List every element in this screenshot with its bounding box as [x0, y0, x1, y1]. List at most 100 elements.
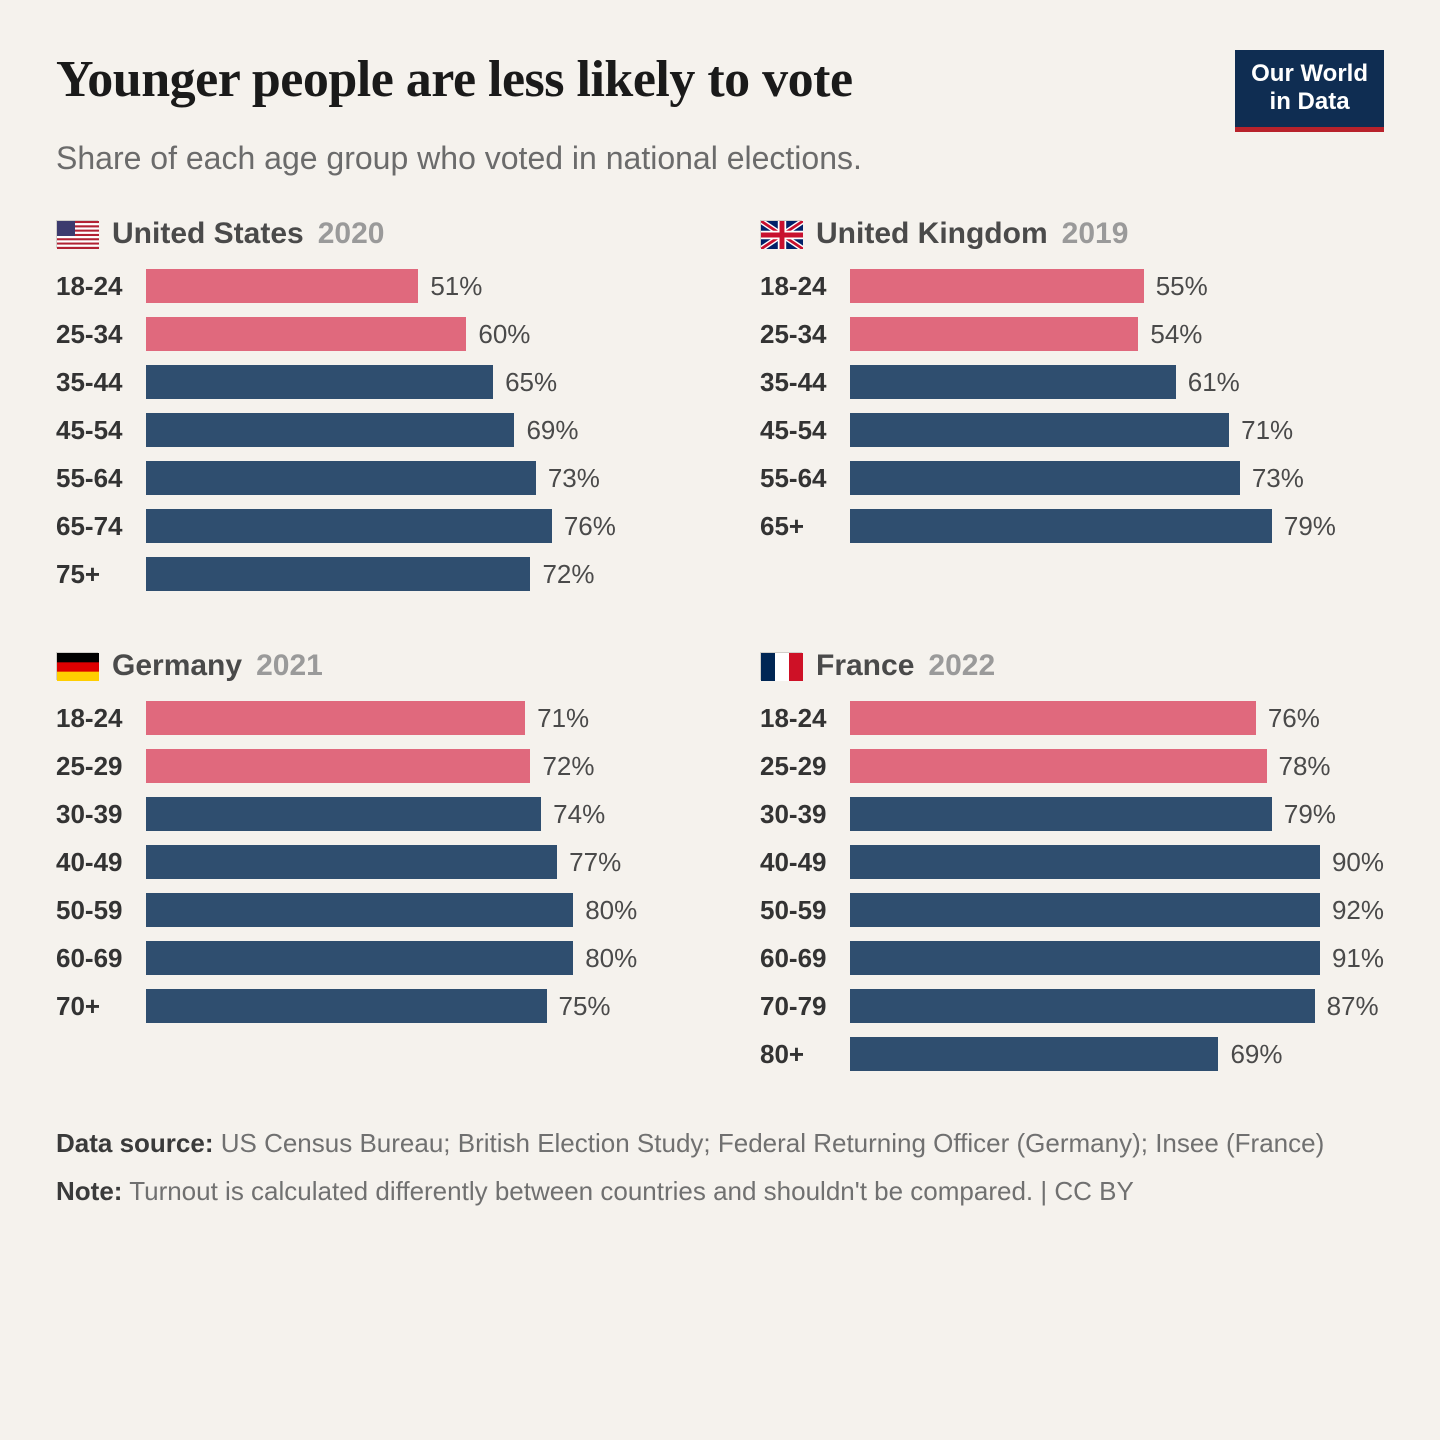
bar-track: 61% — [850, 365, 1384, 399]
bar-row: 50-5980% — [56, 893, 680, 927]
bar-value: 79% — [1284, 799, 1336, 830]
bar-row: 70-79 87% — [760, 989, 1384, 1023]
bar-track: 76% — [850, 701, 1384, 735]
bar-row: 18-2476% — [760, 701, 1384, 735]
bar — [850, 749, 1267, 783]
bar-row: 80+69% — [760, 1037, 1384, 1071]
bar-row: 35-4461% — [760, 365, 1384, 399]
bar — [850, 941, 1320, 975]
bar-row: 40-4977% — [56, 845, 680, 879]
bar-track: 75% — [146, 989, 680, 1023]
flag-icon — [760, 220, 802, 248]
bar-value: 55% — [1156, 271, 1208, 302]
age-group-label: 55-64 — [56, 463, 146, 494]
bar-track: 71% — [850, 413, 1384, 447]
bar-value: 76% — [564, 511, 616, 542]
election-year: 2019 — [1062, 217, 1129, 251]
bar-track: 73% — [850, 461, 1384, 495]
bar-row: 18-2455% — [760, 269, 1384, 303]
bar-value: 87% — [1327, 991, 1379, 1022]
bar — [146, 317, 466, 351]
bar-row: 25-3454% — [760, 317, 1384, 351]
age-group-label: 70-79 — [760, 991, 850, 1022]
bar — [850, 461, 1240, 495]
bar-value: 60% — [478, 319, 530, 350]
election-year: 2020 — [318, 217, 385, 251]
age-group-label: 80+ — [760, 1039, 850, 1070]
chart-title: Younger people are less likely to vote — [56, 50, 853, 109]
bar — [850, 797, 1272, 831]
note-text: Turnout is calculated differently betwee… — [122, 1176, 1133, 1206]
panels-grid: United States 202018-2451%25-3460%35-446… — [56, 217, 1384, 1085]
bar-row: 40-4990% — [760, 845, 1384, 879]
age-group-label: 60-69 — [760, 943, 850, 974]
bar-track: 73% — [146, 461, 680, 495]
bar-row: 25-29 78% — [760, 749, 1384, 783]
country-name: France — [816, 649, 914, 683]
bar — [146, 845, 557, 879]
age-group-label: 45-54 — [56, 415, 146, 446]
age-group-label: 75+ — [56, 559, 146, 590]
bar — [850, 269, 1144, 303]
bar-row: 55-6473% — [760, 461, 1384, 495]
panel-title: United States 2020 — [56, 217, 680, 251]
bar-value: 91% — [1332, 943, 1384, 974]
bar-track: 60% — [146, 317, 680, 351]
bar-value: 92% — [1332, 895, 1384, 926]
age-group-label: 35-44 — [56, 367, 146, 398]
bar — [146, 509, 552, 543]
bar-track: 69% — [146, 413, 680, 447]
bar-row: 50-5992% — [760, 893, 1384, 927]
bar-row: 70+75% — [56, 989, 680, 1023]
bar — [146, 749, 530, 783]
panel-title: Germany 2021 — [56, 649, 680, 683]
bar-row: 35-4465% — [56, 365, 680, 399]
bar-track: 69% — [850, 1037, 1384, 1071]
bar-track: 79% — [850, 797, 1384, 831]
bar — [146, 365, 493, 399]
bar-row: 65+79% — [760, 509, 1384, 543]
bar — [146, 701, 525, 735]
country-panel: France 202218-2476%25-2978%30-3979%40-49… — [760, 649, 1384, 1085]
age-group-label: 45-54 — [760, 415, 850, 446]
age-group-label: 18-24 — [56, 703, 146, 734]
bar-row: 45-5471% — [760, 413, 1384, 447]
bar — [146, 797, 541, 831]
bar-value: 75% — [559, 991, 611, 1022]
bar-track: 55% — [850, 269, 1384, 303]
flag-icon — [56, 652, 98, 680]
bar — [146, 989, 547, 1023]
bar-track: 91% — [850, 941, 1384, 975]
bar-track: 92% — [850, 893, 1384, 927]
age-group-label: 60-69 — [56, 943, 146, 974]
bar — [146, 269, 418, 303]
country-panel: United Kingdom 201918-2455%25-3454%35-44… — [760, 217, 1384, 605]
bar-value: 72% — [542, 559, 594, 590]
age-group-label: 18-24 — [56, 271, 146, 302]
bar-row: 65-74 76% — [56, 509, 680, 543]
age-group-label: 25-29 — [760, 751, 850, 782]
source-text: US Census Bureau; British Election Study… — [214, 1128, 1325, 1158]
bar-track: 79% — [850, 509, 1384, 543]
bar-value: 51% — [430, 271, 482, 302]
bar-value: 71% — [537, 703, 589, 734]
bar-value: 80% — [585, 943, 637, 974]
age-group-label: 18-24 — [760, 703, 850, 734]
bar-track: 71% — [146, 701, 680, 735]
bar — [850, 845, 1320, 879]
age-group-label: 40-49 — [56, 847, 146, 878]
bar-value: 78% — [1279, 751, 1331, 782]
bar-value: 74% — [553, 799, 605, 830]
bar — [146, 461, 536, 495]
bar-track: 51% — [146, 269, 680, 303]
bar — [146, 941, 573, 975]
bar-value: 90% — [1332, 847, 1384, 878]
bar — [850, 365, 1176, 399]
bar-track: 72% — [146, 557, 680, 591]
bar-track: 80% — [146, 941, 680, 975]
election-year: 2021 — [256, 649, 323, 683]
age-group-label: 65-74 — [56, 511, 146, 542]
age-group-label: 50-59 — [56, 895, 146, 926]
bar-row: 30-3979% — [760, 797, 1384, 831]
age-group-label: 35-44 — [760, 367, 850, 398]
